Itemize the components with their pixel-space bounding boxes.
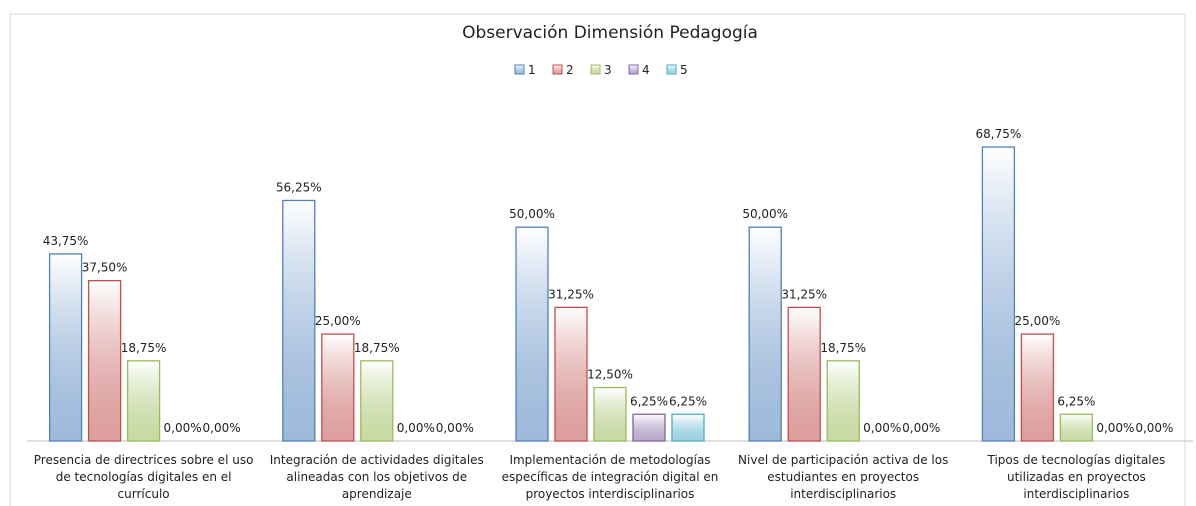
data-label: 50,00% — [509, 207, 555, 221]
legend-label: 1 — [528, 63, 536, 77]
bar — [1059, 413, 1094, 442]
data-label: 25,00% — [1015, 314, 1061, 328]
label-line: aprendizaje — [342, 487, 412, 501]
legend-label: 5 — [680, 63, 688, 77]
bar — [48, 253, 83, 442]
data-label: 6,25% — [1057, 394, 1095, 408]
label-line: Integración de actividades digitales — [270, 453, 484, 467]
label-line: utilizadas en proyectos — [1007, 470, 1146, 484]
bar — [126, 360, 161, 442]
data-label: 6,25% — [669, 394, 707, 408]
bar — [748, 226, 782, 442]
x-tick-label: Nivel de participación activa de los estu… — [738, 453, 948, 501]
chart-frame — [9, 13, 1186, 506]
data-label: 6,25% — [630, 394, 668, 408]
legend-label: 4 — [642, 63, 650, 77]
bar — [981, 146, 1016, 442]
legend-swatch — [628, 64, 639, 75]
bar — [593, 386, 627, 442]
data-label: 25,00% — [315, 314, 361, 328]
bar — [671, 413, 705, 442]
bar — [360, 360, 394, 442]
data-label: 31,25% — [548, 287, 594, 301]
legend-swatch — [514, 64, 525, 75]
label-line: de tecnologías digitales en el — [56, 470, 232, 484]
data-label: 0,00% — [397, 421, 435, 435]
label-line: específicas de integración digital en — [502, 470, 719, 484]
bar — [787, 306, 821, 442]
data-label: 68,75% — [976, 127, 1022, 141]
data-label: 56,25% — [276, 180, 322, 194]
data-label: 50,00% — [742, 207, 788, 221]
data-label: 0,00% — [863, 421, 901, 435]
x-tick-label: Implementación de metodologías específica… — [502, 453, 719, 501]
legend-swatch — [590, 64, 601, 75]
data-label: 0,00% — [436, 421, 474, 435]
label-line: proyectos interdisciplinarios — [526, 487, 695, 501]
data-label: 43,75% — [43, 234, 89, 248]
data-label: 37,50% — [82, 261, 128, 275]
bar — [515, 226, 549, 442]
label-line: alineadas con los objetivos de — [286, 470, 467, 484]
legend-swatch — [552, 64, 563, 75]
label-line: interdisciplinarios — [790, 487, 896, 501]
data-label: 12,50% — [587, 368, 633, 382]
data-label: 18,75% — [820, 341, 866, 355]
data-label: 0,00% — [902, 421, 940, 435]
label-line: currículo — [118, 487, 170, 501]
data-label: 18,75% — [354, 341, 400, 355]
data-label: 0,00% — [164, 421, 202, 435]
data-label: 18,75% — [121, 341, 167, 355]
label-line: interdisciplinarios — [1023, 487, 1129, 501]
bar — [1020, 333, 1055, 442]
label-line: Nivel de participación activa de los — [738, 453, 948, 467]
x-tick-label: Presencia de directrices sobre el uso de … — [34, 453, 254, 501]
label-line: Tipos de tecnologías digitales — [987, 453, 1166, 467]
label-line: estudiantes en proyectos — [767, 470, 919, 484]
legend-label: 3 — [604, 63, 612, 77]
bar — [321, 333, 355, 442]
legend-swatch — [666, 64, 677, 75]
x-tick-label: Integración de actividades digitales alin… — [270, 453, 484, 501]
label-line: Presencia de directrices sobre el uso — [34, 453, 254, 467]
bar — [632, 413, 666, 442]
bar — [87, 279, 122, 442]
bar — [826, 360, 860, 442]
label-line: Implementación de metodologías — [509, 453, 710, 467]
data-label: 0,00% — [203, 421, 241, 435]
chart-title: Observación Dimensión Pedagogía — [462, 23, 758, 43]
data-label: 0,00% — [1096, 421, 1134, 435]
data-label: 31,25% — [781, 287, 827, 301]
data-label: 0,00% — [1135, 421, 1173, 435]
legend-label: 2 — [566, 63, 574, 77]
bar — [282, 199, 316, 442]
bar — [554, 306, 588, 442]
x-tick-label: Tipos de tecnologías digitales utilizadas… — [987, 453, 1166, 501]
